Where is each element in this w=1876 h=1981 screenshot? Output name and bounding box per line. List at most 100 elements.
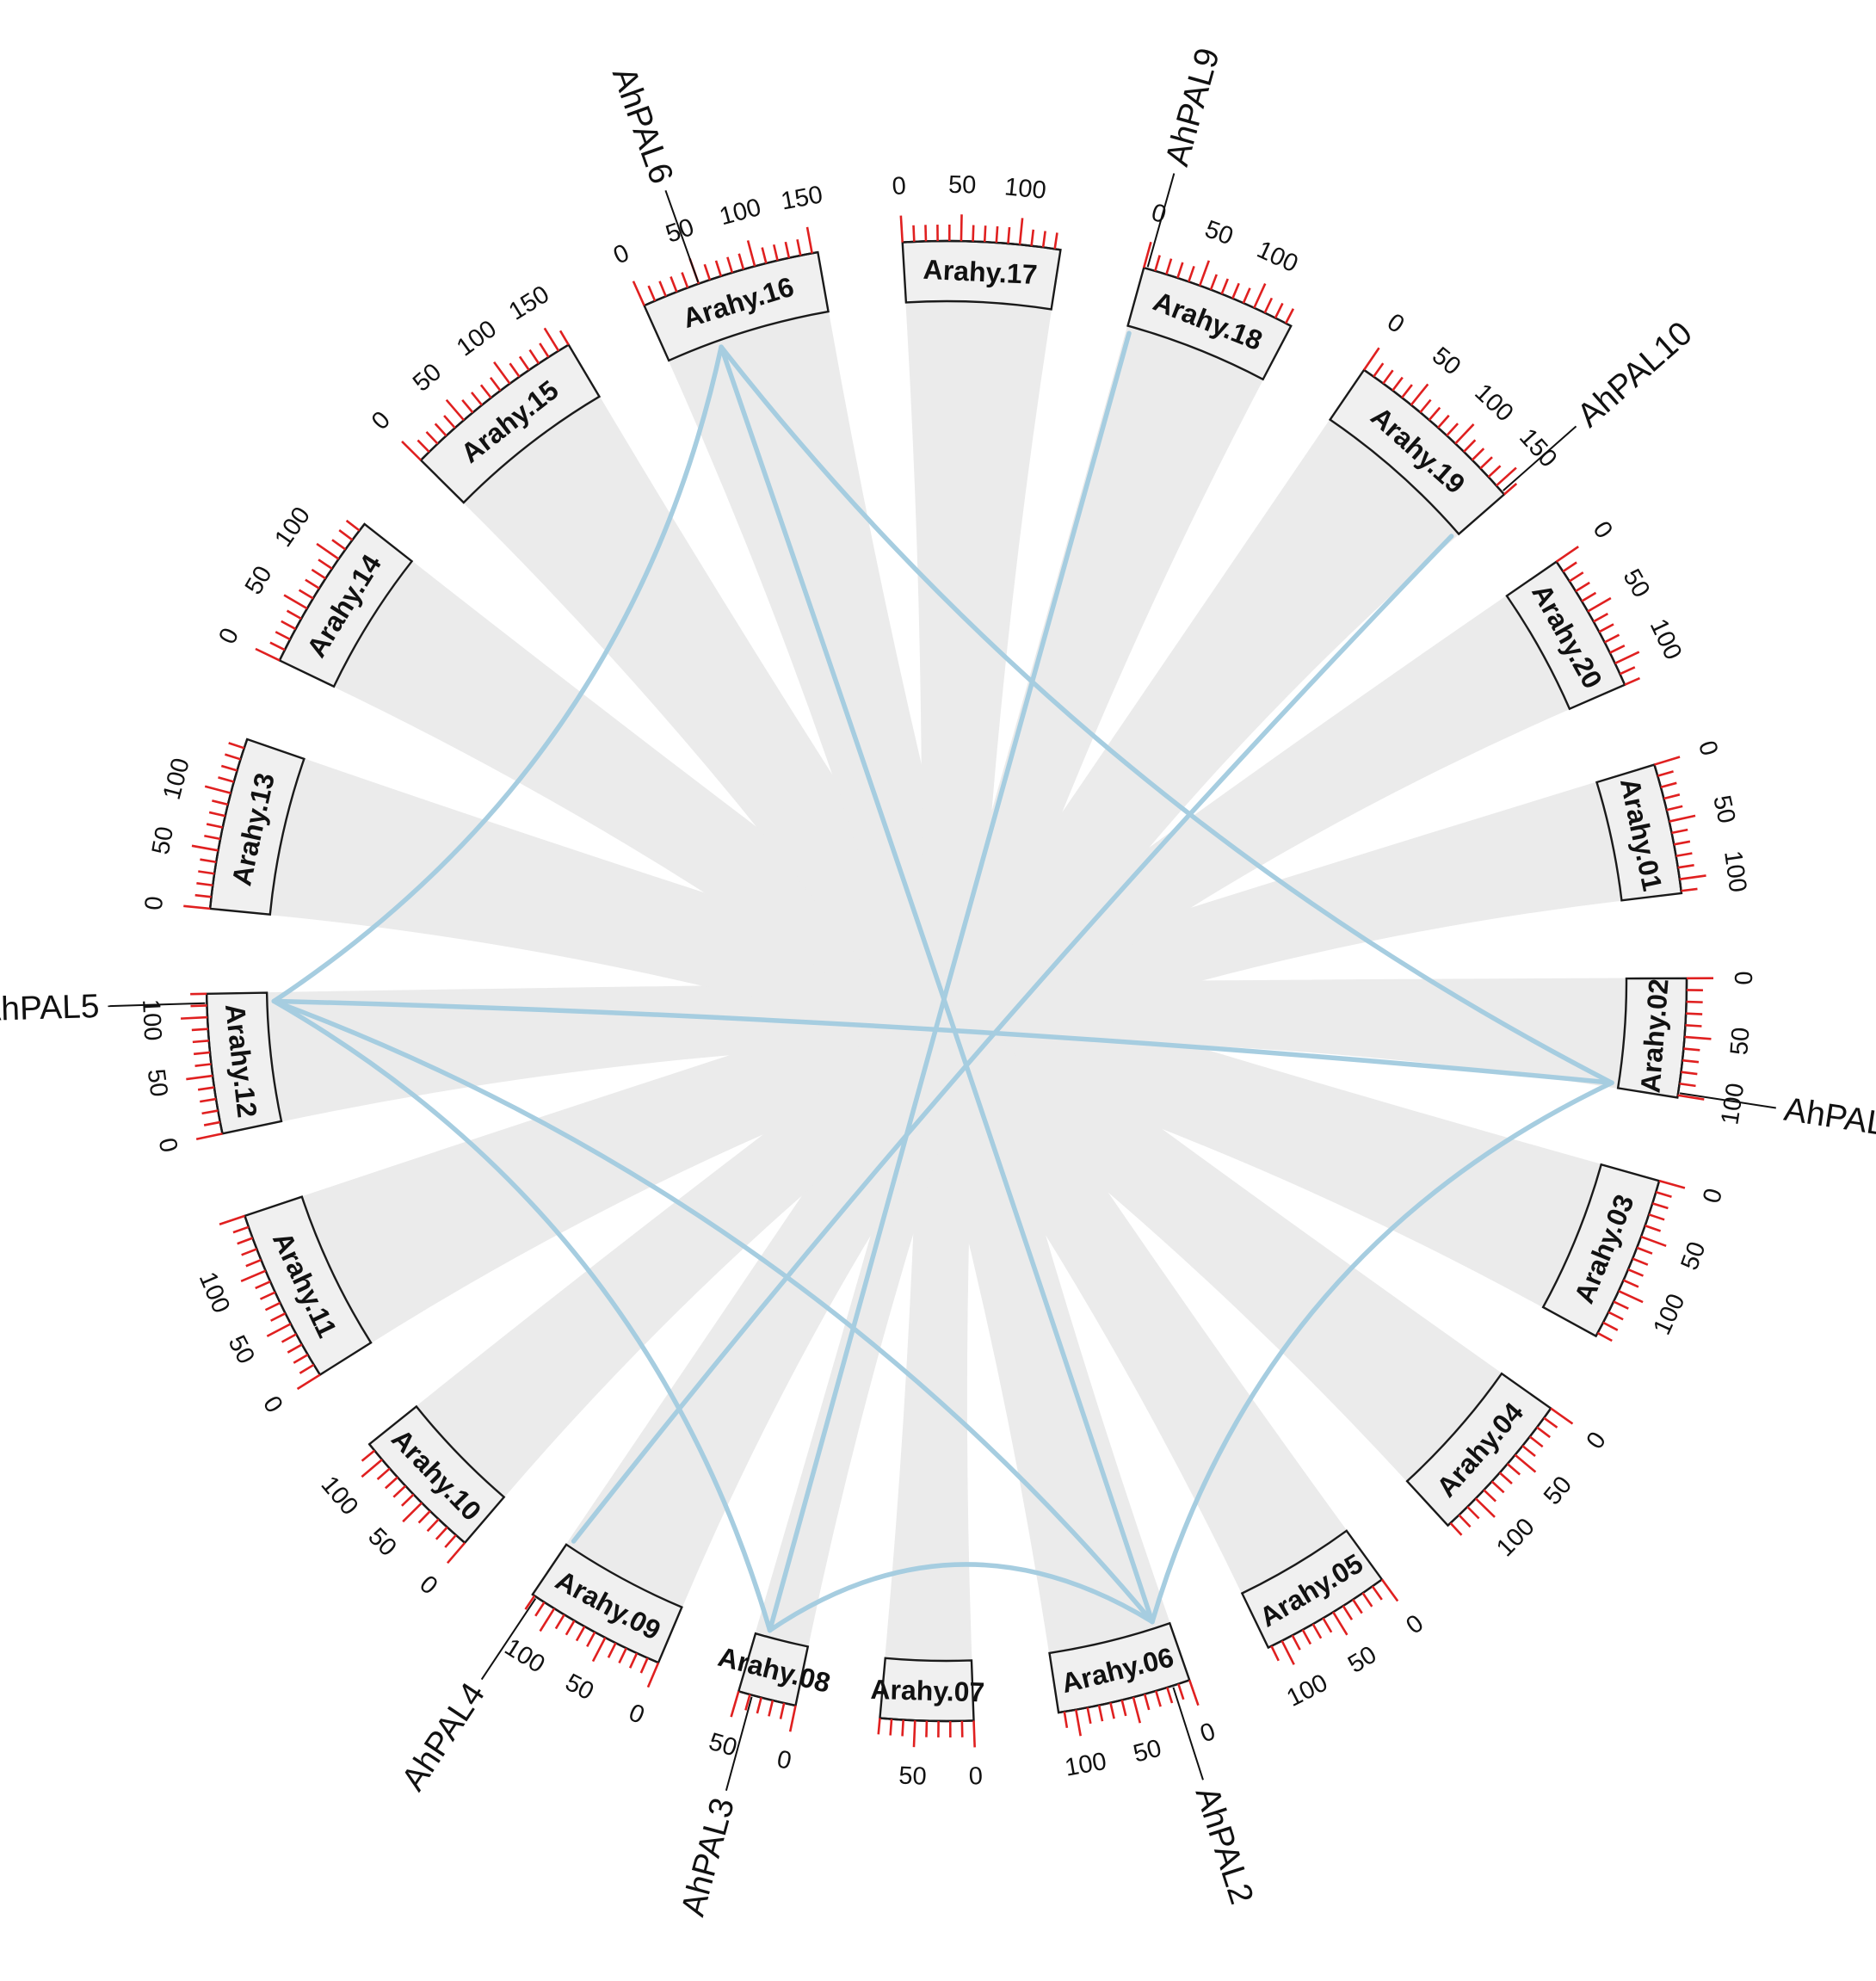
minor-tick (901, 1719, 904, 1737)
minor-tick (1686, 1012, 1703, 1015)
minor-tick (1165, 258, 1173, 275)
minor-tick (426, 1518, 440, 1533)
major-tick (539, 1608, 556, 1632)
minor-tick (1231, 282, 1240, 299)
ruler-baseline (1676, 978, 1688, 1098)
major-tick (1640, 1235, 1667, 1248)
major-tick (646, 1662, 660, 1688)
minor-tick (1608, 1311, 1624, 1321)
major-tick (1618, 1289, 1644, 1304)
minor-tick (345, 519, 361, 532)
major-tick (1362, 347, 1380, 371)
minor-tick (204, 834, 221, 841)
tick-label: 50 (898, 1762, 928, 1790)
minor-tick (286, 609, 302, 620)
gene-links (271, 330, 1614, 1633)
minor-tick (1154, 255, 1161, 272)
ruler-baseline (1447, 1407, 1552, 1527)
major-tick (1332, 1611, 1348, 1636)
minor-tick (224, 753, 241, 761)
minor-tick (206, 823, 223, 829)
tick-label: 0 (140, 895, 169, 911)
minor-tick (1373, 362, 1385, 378)
minor-tick (1624, 676, 1641, 686)
minor-tick (554, 1614, 565, 1630)
minor-tick (1679, 1082, 1696, 1088)
major-tick (899, 215, 904, 243)
gene-marker-line (725, 1696, 753, 1792)
minor-tick (237, 1237, 253, 1245)
tick-label: 50 (142, 1067, 173, 1098)
minor-tick (1673, 840, 1691, 846)
minor-tick (1097, 1705, 1104, 1722)
minor-tick (1655, 1191, 1672, 1198)
gene-ahpal5: AhPAL5 (0, 988, 206, 1028)
minor-tick (1291, 1634, 1301, 1651)
major-tick (632, 281, 645, 306)
minor-tick (509, 362, 521, 378)
minor-tick (1604, 633, 1620, 644)
minor-tick (1498, 1472, 1513, 1484)
minor-tick (1490, 1480, 1505, 1494)
minor-tick (270, 1312, 287, 1322)
major-tick (1555, 546, 1579, 563)
ruler-baseline (1143, 266, 1292, 327)
minor-tick (628, 1652, 639, 1669)
major-tick (1514, 1453, 1537, 1473)
minor-tick (218, 776, 235, 783)
minor-tick (737, 253, 745, 270)
minor-tick (1681, 887, 1698, 892)
major-tick (746, 240, 756, 267)
minor-tick (443, 415, 456, 429)
minor-tick (1143, 1694, 1151, 1711)
minor-tick (220, 764, 238, 772)
minor-tick (1598, 623, 1614, 633)
minor-tick (1613, 1300, 1629, 1310)
major-tick (1198, 260, 1211, 287)
minor-tick (1503, 483, 1518, 496)
link-ahpal3-ahpal2 (767, 1562, 1155, 1633)
minor-tick (1479, 456, 1493, 470)
major-tick (1550, 1407, 1574, 1425)
minor-tick (193, 1051, 211, 1056)
minor-tick (1463, 439, 1477, 453)
minor-tick (586, 1632, 596, 1647)
minor-tick (779, 1702, 786, 1719)
major-tick (283, 594, 308, 610)
minor-tick (1663, 793, 1681, 800)
minor-tick (784, 241, 791, 258)
minor-tick (1636, 1246, 1653, 1255)
minor-tick (1086, 1707, 1092, 1725)
minor-tick (1428, 406, 1441, 421)
major-tick (972, 1720, 976, 1748)
major-tick (1253, 283, 1267, 309)
minor-tick (255, 1281, 271, 1290)
major-tick (240, 1269, 267, 1283)
minor-tick (756, 1697, 762, 1714)
minor-tick (338, 529, 354, 541)
tick-label: 0 (892, 172, 907, 201)
link-ahpal6-ahpal1 (719, 344, 1614, 1086)
major-tick (1380, 1578, 1399, 1602)
minor-tick (1627, 1268, 1645, 1277)
minor-tick (1596, 1331, 1613, 1342)
major-tick (1679, 874, 1706, 881)
major-tick (296, 1373, 321, 1391)
minor-tick (444, 1534, 457, 1548)
minor-tick (259, 1291, 276, 1300)
minor-tick (1352, 1599, 1363, 1614)
major-tick (788, 1705, 797, 1732)
minor-tick (417, 439, 430, 454)
minor-tick (1471, 447, 1485, 461)
tick-label: 100 (1719, 849, 1751, 894)
minor-tick (281, 620, 297, 631)
minor-tick (639, 1657, 649, 1674)
major-tick (183, 904, 211, 910)
minor-tick (208, 811, 225, 818)
minor-tick (434, 423, 447, 437)
link-ahpal6-ahpal2 (719, 344, 1155, 1625)
minor-tick (1521, 1445, 1536, 1458)
major-tick (591, 1637, 607, 1663)
minor-tick (744, 1694, 751, 1711)
